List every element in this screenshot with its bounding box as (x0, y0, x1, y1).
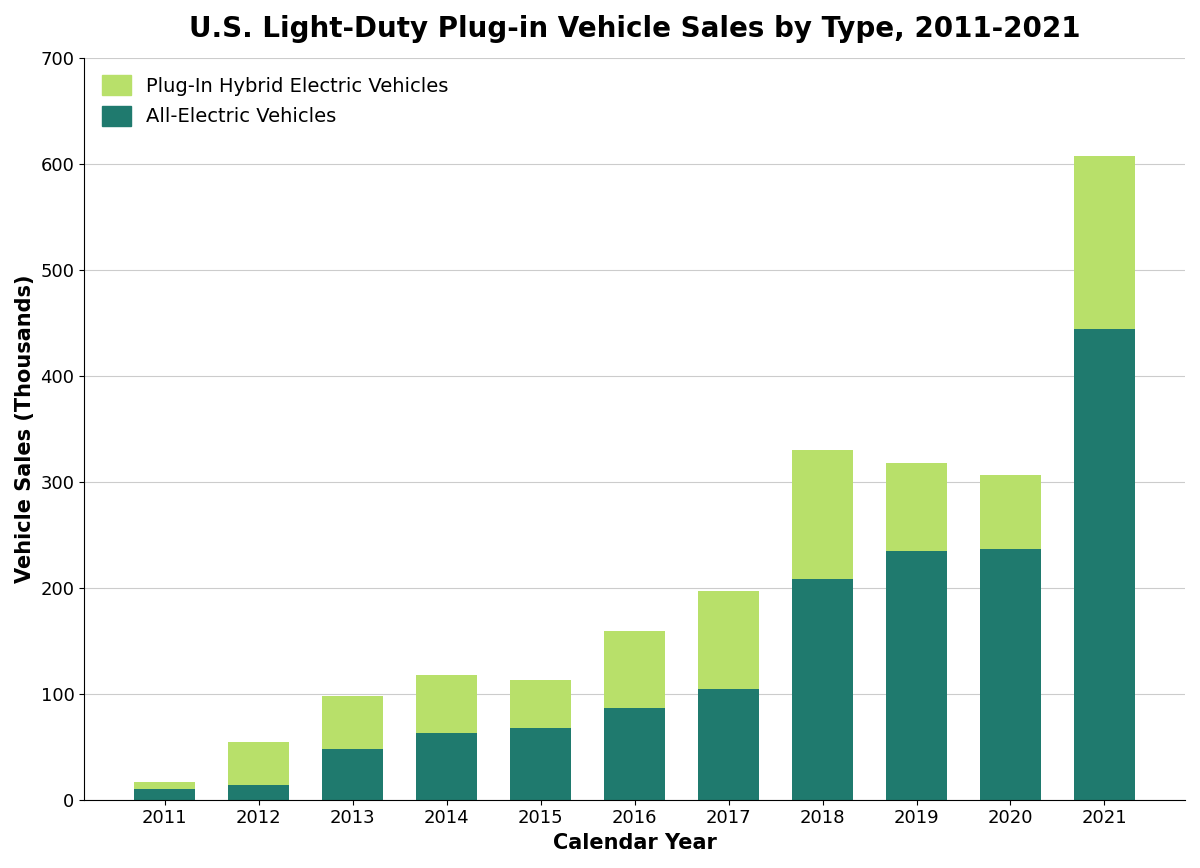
Bar (1074, 156, 1135, 329)
Bar (134, 782, 196, 789)
Bar (416, 733, 478, 799)
Bar (1074, 329, 1135, 799)
Bar (886, 463, 947, 550)
Bar (604, 631, 665, 707)
Bar (698, 689, 760, 799)
Title: U.S. Light-Duty Plug-in Vehicle Sales by Type, 2011-2021: U.S. Light-Duty Plug-in Vehicle Sales by… (188, 15, 1080, 43)
Bar (980, 549, 1042, 799)
Bar (792, 579, 853, 799)
Bar (323, 696, 383, 749)
Bar (228, 785, 289, 799)
Legend: Plug-In Hybrid Electric Vehicles, All-Electric Vehicles: Plug-In Hybrid Electric Vehicles, All-El… (94, 68, 457, 134)
Bar (604, 707, 665, 799)
Bar (323, 749, 383, 799)
Bar (416, 674, 478, 733)
Y-axis label: Vehicle Sales (Thousands): Vehicle Sales (Thousands) (14, 274, 35, 583)
Bar (792, 450, 853, 579)
Bar (510, 680, 571, 727)
X-axis label: Calendar Year: Calendar Year (553, 833, 716, 853)
Bar (980, 476, 1042, 549)
Bar (698, 591, 760, 689)
Bar (886, 550, 947, 799)
Bar (228, 742, 289, 785)
Bar (510, 727, 571, 799)
Bar (134, 789, 196, 799)
